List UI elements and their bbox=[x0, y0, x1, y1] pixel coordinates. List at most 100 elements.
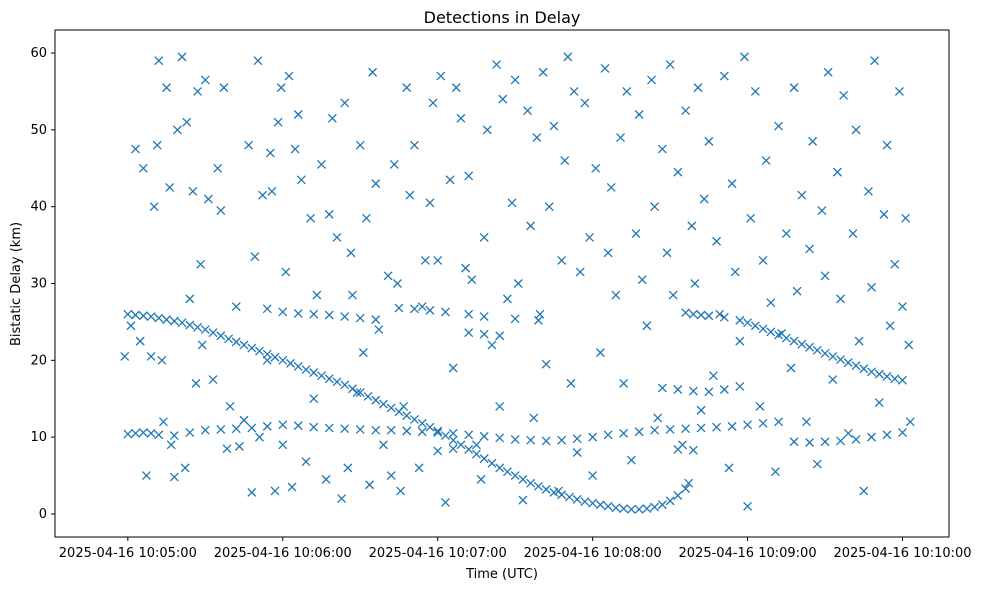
data-point bbox=[890, 259, 900, 269]
data-point bbox=[851, 434, 861, 444]
data-point bbox=[523, 106, 533, 116]
data-point bbox=[735, 336, 745, 346]
data-point bbox=[665, 60, 675, 70]
data-point bbox=[464, 328, 474, 338]
data-point bbox=[843, 358, 853, 368]
data-point bbox=[750, 321, 760, 331]
data-point bbox=[637, 275, 647, 285]
data-point bbox=[507, 198, 517, 208]
data-point bbox=[301, 365, 311, 374]
x-tick-label: 2025-04-16 10:09:00 bbox=[679, 546, 817, 561]
data-point bbox=[196, 259, 206, 269]
data-point bbox=[479, 329, 489, 339]
data-point bbox=[185, 294, 195, 304]
data-point bbox=[657, 144, 667, 154]
data-point bbox=[177, 318, 187, 328]
data-point bbox=[789, 83, 799, 93]
data-point bbox=[402, 83, 412, 93]
data-point bbox=[309, 309, 319, 319]
chart-title: Detections in Delay bbox=[424, 8, 581, 27]
data-point bbox=[433, 428, 443, 437]
y-tick-label: 60 bbox=[30, 46, 47, 61]
data-point bbox=[131, 428, 141, 438]
data-point bbox=[138, 428, 148, 437]
data-point bbox=[327, 113, 337, 123]
data-point bbox=[874, 369, 884, 379]
data-point bbox=[222, 444, 232, 454]
data-point bbox=[657, 500, 667, 510]
data-point bbox=[158, 417, 168, 427]
data-point bbox=[433, 426, 443, 436]
data-point bbox=[569, 86, 579, 96]
data-point bbox=[278, 307, 288, 317]
data-point bbox=[495, 401, 505, 411]
data-point bbox=[495, 331, 505, 341]
y-axis-label: Bistatic Delay (km) bbox=[9, 222, 24, 346]
data-point bbox=[575, 267, 585, 277]
data-point bbox=[817, 206, 827, 215]
data-point bbox=[693, 83, 703, 93]
data-point bbox=[265, 148, 275, 158]
data-point bbox=[428, 98, 438, 108]
data-point bbox=[363, 391, 373, 401]
data-point bbox=[766, 327, 776, 337]
data-point bbox=[495, 433, 505, 443]
data-point bbox=[761, 156, 771, 166]
data-point bbox=[340, 424, 350, 434]
data-point bbox=[340, 380, 350, 390]
data-point bbox=[665, 496, 675, 506]
data-point bbox=[464, 430, 474, 440]
data-point bbox=[138, 311, 148, 321]
data-point bbox=[355, 424, 365, 434]
data-point bbox=[572, 494, 582, 504]
data-point bbox=[340, 98, 350, 108]
data-point bbox=[774, 121, 784, 131]
data-point bbox=[368, 67, 378, 77]
data-point bbox=[146, 352, 156, 361]
data-point bbox=[789, 437, 799, 447]
x-tick-label: 2025-04-16 10:08:00 bbox=[524, 546, 662, 561]
data-point bbox=[688, 386, 698, 396]
data-point bbox=[131, 310, 141, 320]
data-point bbox=[371, 179, 381, 189]
data-point bbox=[346, 248, 356, 258]
data-point bbox=[836, 436, 846, 446]
data-point bbox=[361, 213, 371, 223]
data-point bbox=[854, 336, 864, 346]
data-point bbox=[317, 371, 326, 381]
data-point bbox=[386, 403, 396, 413]
data-point bbox=[262, 421, 272, 431]
data-point bbox=[138, 163, 148, 173]
data-point bbox=[882, 140, 892, 150]
data-point bbox=[566, 378, 576, 388]
data-point bbox=[355, 313, 365, 323]
data-point bbox=[417, 302, 427, 312]
data-point bbox=[541, 436, 551, 446]
data-point bbox=[538, 67, 548, 77]
data-point bbox=[278, 420, 288, 430]
data-point bbox=[696, 405, 706, 415]
data-point bbox=[402, 426, 412, 436]
data-point bbox=[487, 340, 497, 350]
x-axis-ticks: 2025-04-16 10:05:00 2025-04-16 10:06:00 20… bbox=[59, 537, 972, 561]
data-point bbox=[440, 431, 450, 441]
data-point bbox=[867, 282, 876, 292]
y-axis-ticks: 0 10 20 30 40 50 60 bbox=[30, 46, 55, 522]
data-point bbox=[255, 432, 264, 442]
data-point bbox=[146, 312, 156, 321]
data-point bbox=[588, 498, 598, 508]
data-point bbox=[374, 325, 384, 335]
data-point bbox=[526, 478, 536, 488]
data-point bbox=[169, 431, 179, 441]
data-point bbox=[634, 110, 644, 119]
data-point bbox=[746, 213, 756, 223]
data-point bbox=[337, 494, 347, 504]
data-point bbox=[805, 244, 815, 254]
data-point bbox=[603, 501, 613, 511]
data-point bbox=[312, 290, 322, 300]
data-point bbox=[828, 352, 838, 361]
data-point bbox=[554, 486, 564, 496]
data-point bbox=[743, 501, 753, 511]
data-point bbox=[820, 271, 830, 281]
data-point bbox=[154, 56, 164, 66]
